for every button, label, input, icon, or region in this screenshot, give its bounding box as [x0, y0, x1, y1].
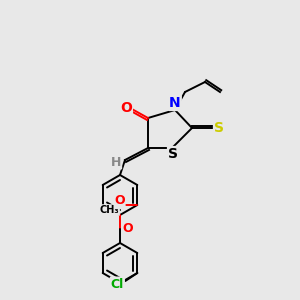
Text: O: O	[114, 194, 124, 208]
Text: O: O	[123, 223, 133, 236]
Text: S: S	[168, 147, 178, 161]
Text: O: O	[120, 101, 132, 115]
Text: S: S	[214, 121, 224, 135]
Text: CH₃: CH₃	[100, 205, 119, 215]
Text: Cl: Cl	[111, 278, 124, 290]
Text: N: N	[169, 96, 181, 110]
Text: H: H	[111, 155, 121, 169]
